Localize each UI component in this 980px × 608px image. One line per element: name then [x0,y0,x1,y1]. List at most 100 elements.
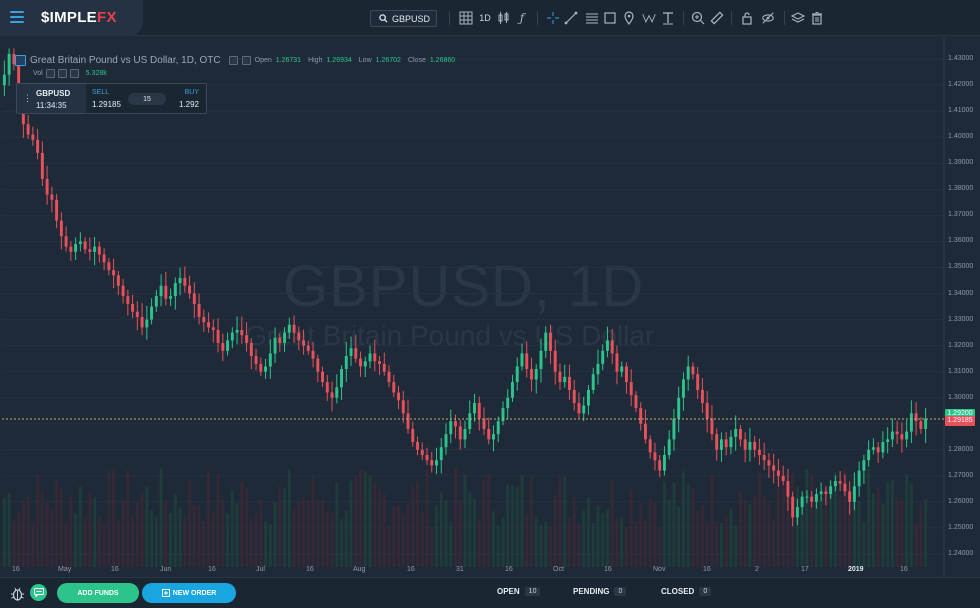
candle-body [795,507,799,518]
bug-report-icon[interactable] [10,586,25,601]
candle-body [21,106,25,125]
candle-body [230,332,234,341]
volume-bar [743,500,747,567]
volume-bar [316,499,320,567]
new-order-button[interactable]: NEW ORDER [142,583,236,603]
time-tick-label: 2 [755,566,759,573]
volume-bar [601,513,605,567]
eye-icon[interactable] [228,55,238,65]
layout-grid-icon[interactable] [458,10,474,26]
candle-body [387,371,391,383]
volume-bar [126,469,130,567]
volume-bar [658,526,662,567]
candle-body [715,434,719,450]
price-tick-label: 1.36000 [948,237,974,245]
time-tick-label: Nov [653,566,666,573]
symbol-settings-icon[interactable] [15,54,26,66]
trade-widget-symbol-panel: ⋮ GBPUSD 11:34:35 [17,84,86,113]
candle-body [558,371,562,383]
candle-body [97,246,101,255]
chat-icon[interactable] [30,584,47,601]
symbol-search-button[interactable]: GBPUSD [370,10,437,27]
candle-body [634,395,638,409]
trade-widget-time: 11:34:35 [36,101,67,110]
zoom-in-icon[interactable] [691,10,705,26]
settings-icon[interactable] [57,68,67,78]
pattern-tool-icon[interactable] [639,10,659,26]
candle-body [838,481,842,484]
ruler-icon[interactable] [710,10,724,26]
sell-price[interactable]: 1.29185 [92,100,121,109]
layers-icon[interactable] [791,10,805,26]
candlestick-chart[interactable] [0,37,980,577]
add-funds-button[interactable]: ADD FUNDS [57,583,139,603]
trash-icon[interactable] [810,10,824,26]
volume-bar [454,467,457,567]
candle-body [601,350,605,364]
fib-retracement-icon[interactable] [584,10,600,26]
tab-open-positions[interactable]: OPEN 10 [497,587,541,596]
volume-bar [145,486,149,567]
volume-bar [520,474,524,567]
volume-bar [757,472,761,567]
tab-pending-orders[interactable]: PENDING 0 [573,587,627,596]
chart-area[interactable]: GBPUSD, 1D Great Britain Pound vs US Dol… [0,37,980,577]
timeframe-button[interactable]: 1D [479,13,491,23]
tab-closed-positions[interactable]: CLOSED 0 [661,587,712,596]
volume-bar [620,517,624,567]
price-tick-label: 1.33000 [948,315,974,323]
candle-body [700,389,704,403]
more-options-icon[interactable]: ⋮ [23,93,32,103]
volume-bar [639,502,643,567]
brand-panel: $IMPLEFX [0,0,143,36]
candle-body [862,460,866,471]
volume-bar [463,474,467,567]
volume-bar [473,498,476,567]
candle-type-icon[interactable] [497,10,511,26]
volume-bar [567,518,571,567]
candle-body [905,431,909,440]
rectangle-tool-icon[interactable] [603,10,617,26]
buy-price[interactable]: 1.292 [178,100,199,109]
volume-bar [368,475,372,567]
settings-icon[interactable] [241,55,251,65]
candle-body [406,413,410,429]
candle-body [259,363,263,372]
hide-drawings-icon[interactable] [760,10,776,26]
marker-pin-icon[interactable] [622,10,636,26]
pending-count-badge: 0 [614,587,627,596]
close-icon[interactable] [69,68,79,78]
price-tick-label: 1.26000 [948,497,974,505]
volume-bar [254,513,258,567]
volume-bar [924,498,928,567]
volume-bar [406,503,410,567]
candle-body [914,413,918,422]
candle-body [605,340,609,351]
candle-body [154,296,158,307]
volume-bar [387,525,391,567]
volume-bar [895,496,899,567]
trend-line-icon[interactable] [564,10,578,26]
candle-body [662,455,666,471]
buy-button[interactable]: BUY [184,89,199,96]
volume-bar [283,488,287,567]
lock-icon[interactable] [740,10,754,26]
candle-body [7,53,11,75]
candle-body [648,439,652,453]
volume-bar [468,491,472,567]
volume-bar [97,516,101,567]
volume-bar [496,525,500,567]
candle-body [178,277,182,284]
crosshair-icon[interactable] [546,10,560,26]
candle-body [829,486,833,495]
candle-body [848,491,852,502]
eye-icon[interactable] [45,68,55,78]
hamburger-menu-icon[interactable] [10,11,24,23]
volume-bar [188,480,192,567]
volume-bar [776,473,780,567]
sell-button[interactable]: SELL [92,89,110,96]
indicators-icon[interactable]: ƒ [519,11,525,25]
text-tool-icon[interactable] [661,10,675,26]
candle-body [681,379,685,398]
